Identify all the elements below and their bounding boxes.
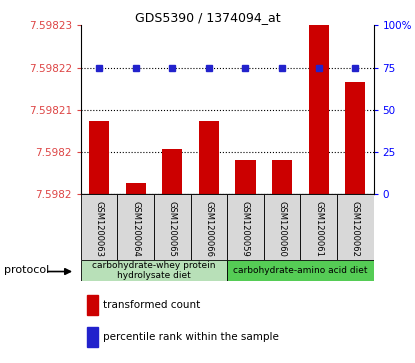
Text: GSM1200066: GSM1200066 (205, 201, 213, 257)
FancyBboxPatch shape (81, 194, 117, 260)
Bar (87, 327, 98, 347)
Bar (199, 121, 219, 194)
Text: carbohydrate-whey protein
hydrolysate diet: carbohydrate-whey protein hydrolysate di… (92, 261, 216, 280)
Text: GSM1200065: GSM1200065 (168, 201, 177, 257)
Bar (126, 183, 146, 194)
Bar (235, 160, 256, 194)
FancyBboxPatch shape (190, 194, 227, 260)
Text: GSM1200063: GSM1200063 (95, 201, 104, 257)
Bar (87, 295, 98, 315)
Text: carbohydrate-amino acid diet: carbohydrate-amino acid diet (233, 266, 368, 275)
Bar (309, 25, 329, 194)
Text: transformed count: transformed count (103, 300, 200, 310)
FancyBboxPatch shape (227, 194, 264, 260)
Text: GSM1200064: GSM1200064 (131, 201, 140, 257)
FancyBboxPatch shape (81, 260, 227, 281)
Text: GSM1200062: GSM1200062 (351, 201, 360, 257)
Text: GDS5390 / 1374094_at: GDS5390 / 1374094_at (135, 11, 280, 24)
Text: protocol: protocol (4, 265, 49, 276)
Bar (345, 82, 365, 194)
FancyBboxPatch shape (117, 194, 154, 260)
FancyBboxPatch shape (300, 194, 337, 260)
Bar (162, 149, 183, 194)
FancyBboxPatch shape (154, 194, 190, 260)
FancyBboxPatch shape (264, 194, 300, 260)
Text: GSM1200061: GSM1200061 (314, 201, 323, 257)
FancyBboxPatch shape (337, 194, 374, 260)
Text: percentile rank within the sample: percentile rank within the sample (103, 333, 279, 342)
Text: GSM1200060: GSM1200060 (278, 201, 287, 257)
Bar (89, 121, 109, 194)
Bar (272, 160, 292, 194)
Text: GSM1200059: GSM1200059 (241, 201, 250, 257)
FancyBboxPatch shape (227, 260, 374, 281)
